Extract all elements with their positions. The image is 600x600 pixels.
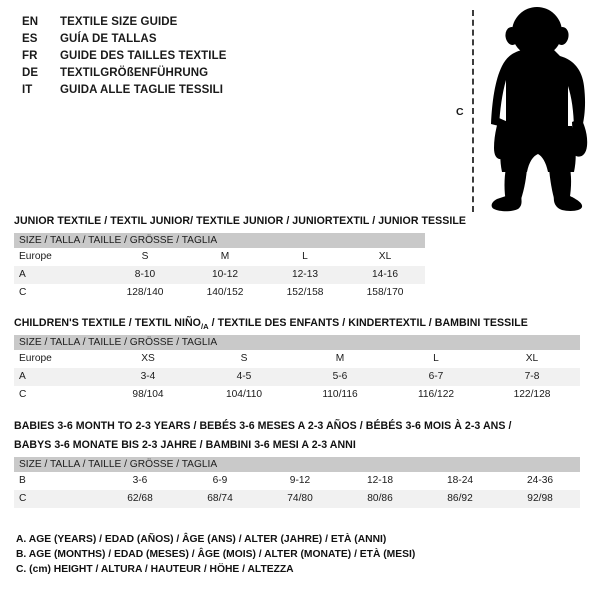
cell: S <box>141 251 149 262</box>
cell: 18-24 <box>446 475 474 486</box>
section-babies-textile: BABIES 3-6 MONTH TO 2-3 YEARS / BEBÉS 3-… <box>14 419 581 508</box>
cell: XL <box>525 353 539 364</box>
language-title: GUIDE DES TAILLES TEXTILE <box>60 50 227 62</box>
children-size-table: SIZE / TALLA / TAILLE / GRÖSSE / TAGLIA … <box>14 335 581 404</box>
cell: 158/170 <box>366 287 404 298</box>
row-label: Europe <box>19 353 52 364</box>
row-label: A <box>14 266 105 284</box>
language-title: TEXTILGRÖßENFÜHRUNG <box>60 67 209 79</box>
cell: 110/116 <box>322 389 358 400</box>
legend-line-b: B. AGE (MONTHS) / EDAD (MESES) / ÂGE (MO… <box>16 549 416 560</box>
row-label: C <box>19 287 27 298</box>
row-label: Europe <box>19 251 52 262</box>
table-row: A 8-10 10-12 12-13 14-16 <box>14 266 426 284</box>
table-row: A 3-4 4-5 5-6 6-7 7-8 <box>14 368 581 386</box>
cell: 62/68 <box>100 490 180 508</box>
cell: 128/140 <box>126 287 164 298</box>
babies-size-table: SIZE / TALLA / TAILLE / GRÖSSE / TAGLIA … <box>14 457 581 508</box>
language-row-es: ES GUÍA DE TALLAS <box>22 31 442 48</box>
cell: 152/158 <box>286 287 324 298</box>
cell: 140/152 <box>206 287 244 298</box>
cell: 86/92 <box>420 490 500 508</box>
language-row-it: IT GUIDA ALLE TAGLIE TESSILI <box>22 82 442 99</box>
row-label: C <box>19 389 27 400</box>
language-row-de: DE TEXTILGRÖßENFÜHRUNG <box>22 65 442 82</box>
table-band-row: SIZE / TALLA / TAILLE / GRÖSSE / TAGLIA <box>14 233 426 248</box>
cell: 8-10 <box>105 266 185 284</box>
table-row: Europe S M L XL <box>14 248 425 266</box>
cell: XL <box>378 251 392 262</box>
section-childrens-textile: CHILDREN'S TEXTILE / TEXTIL NIÑO/A / TEX… <box>14 316 581 404</box>
cell: 6-9 <box>212 475 228 486</box>
cell: 12-18 <box>366 475 394 486</box>
cell: 4-5 <box>196 368 292 386</box>
band-label: SIZE / TALLA / TAILLE / GRÖSSE / TAGLIA <box>14 335 581 350</box>
section-title-post: / TEXTILE DES ENFANTS / KINDERTEXTIL / B… <box>208 317 528 329</box>
cell: M <box>220 251 230 262</box>
cell: 6-7 <box>388 368 484 386</box>
cell: 116/122 <box>417 389 455 400</box>
table-row: Europe XS S M L XL <box>14 350 580 368</box>
table-band-row: SIZE / TALLA / TAILLE / GRÖSSE / TAGLIA <box>14 457 581 472</box>
cell: 3-4 <box>100 368 196 386</box>
row-label: A <box>14 368 100 386</box>
language-title: GUIDA ALLE TAGLIE TESSILI <box>60 84 224 96</box>
junior-size-table: SIZE / TALLA / TAILLE / GRÖSSE / TAGLIA … <box>14 233 426 302</box>
language-code: FR <box>22 50 38 62</box>
cell: L <box>433 353 439 364</box>
cell: 10-12 <box>185 266 265 284</box>
legend-line-c: C. (cm) HEIGHT / ALTURA / HAUTEUR / HÖHE… <box>16 564 294 575</box>
table-row: C 62/68 68/74 74/80 80/86 86/92 92/98 <box>14 490 581 508</box>
section-title: CHILDREN'S TEXTILE / TEXTIL NIÑO/A / TEX… <box>14 316 580 330</box>
cell: 3-6 <box>132 475 148 486</box>
cell: L <box>302 251 308 262</box>
language-row-fr: FR GUIDE DES TAILLES TEXTILE <box>22 48 442 65</box>
language-code: IT <box>22 84 33 96</box>
language-title: TEXTILE SIZE GUIDE <box>60 16 178 28</box>
section-title-subscript: /A <box>200 322 209 332</box>
section-title-pre: CHILDREN'S TEXTILE / TEXTIL NIÑO <box>14 317 201 329</box>
language-code: DE <box>22 67 39 79</box>
row-label: C <box>14 490 100 508</box>
cell: 24-36 <box>527 475 554 486</box>
dashed-height-line-icon <box>472 10 474 212</box>
cell: 9-12 <box>289 475 311 486</box>
legend-line-a: A. AGE (YEARS) / EDAD (AÑOS) / ÂGE (ANS)… <box>16 534 387 545</box>
legend-block: A. AGE (YEARS) / EDAD (AÑOS) / ÂGE (ANS)… <box>16 532 415 577</box>
table-row: C 128/140 140/152 152/158 158/170 <box>14 284 425 302</box>
height-measure-label: C <box>456 106 464 118</box>
section-title-line1: BABIES 3-6 MONTH TO 2-3 YEARS / BEBÉS 3-… <box>14 420 512 432</box>
child-silhouette-icon <box>491 7 588 212</box>
cell: XS <box>141 353 155 364</box>
cell: 74/80 <box>260 490 340 508</box>
cell: 14-16 <box>345 266 426 284</box>
band-label: SIZE / TALLA / TAILLE / GRÖSSE / TAGLIA <box>14 457 581 472</box>
row-label: B <box>19 475 26 486</box>
cell: 92/98 <box>500 490 581 508</box>
language-title: GUÍA DE TALLAS <box>60 33 157 45</box>
height-measurement-figure: C <box>450 4 596 216</box>
cell: M <box>335 353 345 364</box>
cell: 68/74 <box>180 490 260 508</box>
cell: 104/110 <box>225 389 263 400</box>
cell: 122/128 <box>513 389 551 400</box>
band-label: SIZE / TALLA / TAILLE / GRÖSSE / TAGLIA <box>14 233 426 248</box>
language-title-block: EN TEXTILE SIZE GUIDE ES GUÍA DE TALLAS … <box>22 14 442 99</box>
language-code: EN <box>22 16 39 28</box>
cell: 98/104 <box>132 389 164 400</box>
section-junior-textile: JUNIOR TEXTILE / TEXTIL JUNIOR/ TEXTILE … <box>14 214 466 302</box>
table-row: B 3-6 6-9 9-12 12-18 18-24 24-36 <box>14 472 580 490</box>
language-row-en: EN TEXTILE SIZE GUIDE <box>22 14 442 31</box>
cell: 80/86 <box>340 490 420 508</box>
language-code: ES <box>22 33 38 45</box>
section-title-line2: BABYS 3-6 MONATE BIS 2-3 JAHRE / BAMBINI… <box>14 439 356 451</box>
table-row: C 98/104 104/110 110/116 116/122 122/128 <box>14 386 580 404</box>
cell: 5-6 <box>292 368 388 386</box>
section-title: JUNIOR TEXTILE / TEXTIL JUNIOR/ TEXTILE … <box>14 215 467 227</box>
cell: 12-13 <box>265 266 345 284</box>
cell: S <box>240 353 248 364</box>
cell: 7-8 <box>484 368 581 386</box>
table-band-row: SIZE / TALLA / TAILLE / GRÖSSE / TAGLIA <box>14 335 581 350</box>
